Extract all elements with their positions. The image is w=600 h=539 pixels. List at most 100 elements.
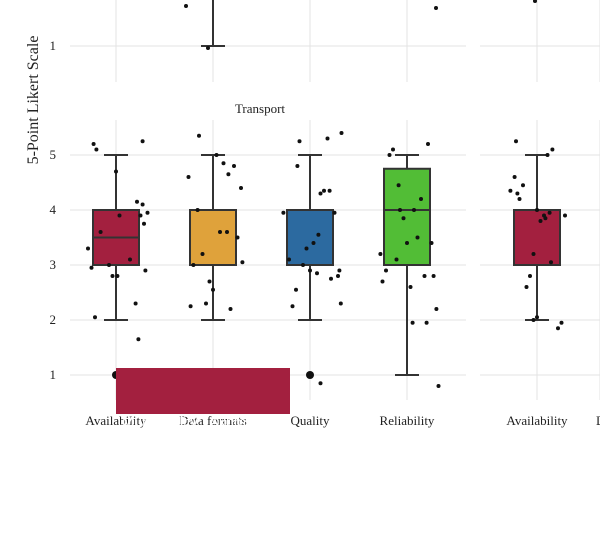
data-point xyxy=(290,304,295,309)
data-point xyxy=(412,208,416,212)
data-point xyxy=(135,199,139,204)
data-point xyxy=(287,257,291,262)
data-point xyxy=(322,188,326,193)
data-point xyxy=(207,279,212,284)
y-axis-label: 5-Point Likert Scale xyxy=(25,36,42,165)
data-point xyxy=(115,274,120,278)
right-data-point xyxy=(538,219,543,223)
data-point xyxy=(297,139,302,144)
data-point xyxy=(218,230,222,234)
data-point xyxy=(315,271,319,276)
data-point xyxy=(318,381,323,386)
right-data-point xyxy=(545,153,550,157)
outlier-point xyxy=(306,371,314,379)
data-point xyxy=(214,153,219,157)
data-point xyxy=(136,337,141,342)
data-point xyxy=(318,191,323,196)
data-point xyxy=(405,241,409,245)
data-point xyxy=(329,276,333,281)
right-data-point xyxy=(549,260,553,265)
data-point xyxy=(434,307,439,311)
right-data-point xyxy=(535,315,539,320)
tooltip-municipality: Municiaplity: Akhmeta xyxy=(122,415,267,431)
data-point xyxy=(225,230,229,234)
x-category-label: Quality xyxy=(291,413,330,428)
right-x-category-label: Availability xyxy=(506,413,568,428)
right-data-point xyxy=(550,147,555,152)
data-point xyxy=(401,216,406,221)
data-point xyxy=(186,175,191,179)
chart-stage: 5-Point Likert Scale 1 2 3 4 5 1 Transport Avail… xyxy=(25,0,600,431)
right-data-point xyxy=(514,139,518,144)
right-data-point xyxy=(543,216,548,221)
data-point xyxy=(327,188,332,193)
y-tick-label: 3 xyxy=(50,257,57,272)
panel-title: Transport xyxy=(235,101,285,116)
y-tick-label: 4 xyxy=(50,202,57,217)
data-point xyxy=(336,274,340,278)
data-point xyxy=(380,279,385,284)
data-point xyxy=(311,241,316,245)
data-point xyxy=(431,274,436,278)
y-tick-label: 1 xyxy=(50,367,57,382)
data-point xyxy=(200,252,205,256)
data-point xyxy=(408,285,413,289)
data-point xyxy=(188,304,193,309)
right-x-category-label: D xyxy=(596,413,600,428)
data-point xyxy=(436,384,441,388)
data-point xyxy=(235,235,240,240)
data-point xyxy=(384,268,388,273)
data-point xyxy=(93,315,97,320)
right-data-point xyxy=(517,197,522,201)
data-point xyxy=(114,169,118,174)
top-point xyxy=(184,4,188,8)
data-point xyxy=(98,230,103,234)
data-point xyxy=(378,252,383,256)
data-point xyxy=(396,183,401,188)
data-point xyxy=(239,186,243,190)
data-point xyxy=(294,287,298,292)
x-category-label: Availability xyxy=(85,413,147,428)
data-point xyxy=(391,147,395,152)
data-point xyxy=(232,164,236,168)
data-point xyxy=(211,287,215,292)
data-point xyxy=(426,142,430,146)
data-point xyxy=(325,136,330,141)
data-point xyxy=(339,131,344,135)
right-data-point xyxy=(556,326,560,331)
right-data-point xyxy=(559,320,564,325)
data-point xyxy=(228,307,233,311)
data-point xyxy=(419,197,423,201)
data-point xyxy=(240,260,245,265)
data-point xyxy=(316,232,321,237)
data-point xyxy=(110,274,115,278)
data-point xyxy=(140,202,145,207)
box-3 xyxy=(383,167,431,266)
right-data-point xyxy=(524,285,529,289)
data-point xyxy=(143,268,148,273)
right-data-point xyxy=(547,210,552,215)
data-point xyxy=(142,221,146,226)
data-point xyxy=(429,241,434,245)
x-category-label: Data formats xyxy=(179,413,247,428)
right-data-point xyxy=(535,208,539,212)
box-plot-chart: 5-Point Likert Scale 1 2 3 4 5 1 Transport Avail… xyxy=(25,0,600,428)
data-point xyxy=(107,263,111,267)
box-2 xyxy=(286,209,334,266)
data-point xyxy=(394,257,399,262)
right-data-point xyxy=(508,188,513,193)
top-y-tick-label: 1 xyxy=(50,38,57,53)
data-point xyxy=(128,257,132,262)
data-point xyxy=(295,164,300,168)
data-point xyxy=(332,210,337,215)
top-right-point xyxy=(533,0,537,3)
data-point xyxy=(281,210,286,215)
data-point xyxy=(387,153,392,157)
right-data-point xyxy=(531,318,536,322)
data-point xyxy=(197,133,201,138)
right-data-point xyxy=(528,274,532,278)
data-point xyxy=(304,246,309,251)
data-point xyxy=(204,301,208,306)
data-point xyxy=(308,268,312,273)
data-point xyxy=(91,142,96,146)
